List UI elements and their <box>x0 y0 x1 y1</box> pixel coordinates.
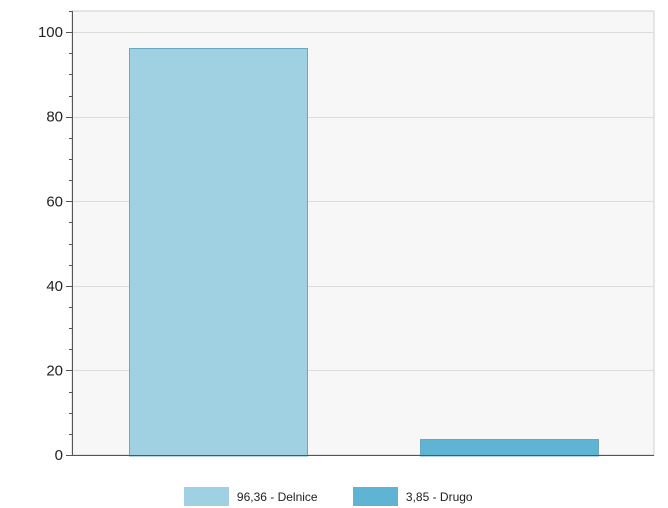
axes <box>66 11 654 456</box>
y-axis-ticks: 0 20 40 60 80 100 <box>38 11 72 464</box>
legend-label-delnice: 96,36 - Delnice <box>237 490 318 504</box>
legend-swatch-drugo <box>352 486 399 507</box>
y-tick-label-40: 40 <box>46 278 63 295</box>
bar-delnice <box>129 48 308 457</box>
y-tick-label-80: 80 <box>46 109 63 126</box>
y-tick-label-0: 0 <box>55 447 63 464</box>
legend-swatch-delnice <box>183 486 230 507</box>
y-tick-label-60: 60 <box>46 193 63 210</box>
legend-label-drugo: 3,85 - Drugo <box>406 490 473 504</box>
legend: 96,36 - Delnice 3,85 - Drugo <box>183 486 473 507</box>
y-tick-label-100: 100 <box>38 24 63 41</box>
bars <box>129 48 599 457</box>
bar-drugo <box>420 439 599 457</box>
y-tick-label-20: 20 <box>46 362 63 379</box>
